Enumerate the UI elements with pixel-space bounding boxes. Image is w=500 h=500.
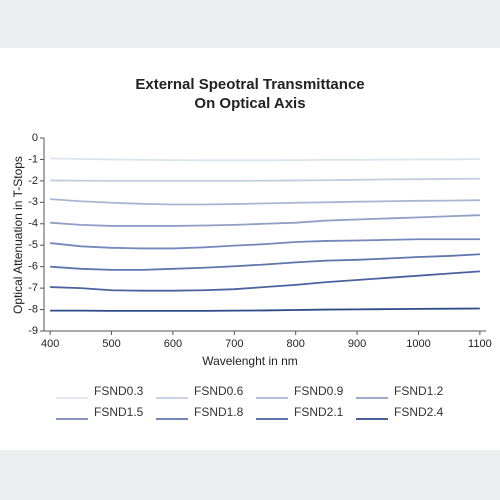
series-line [50, 270, 480, 292]
y-tick-label: 0 [32, 132, 38, 144]
series-line [50, 214, 480, 227]
x-tick-label: 900 [348, 338, 366, 350]
series-line [50, 198, 480, 206]
y-tick-label: -7 [28, 282, 38, 294]
chart-title: On Optical Axis [194, 95, 305, 112]
legend-text: FSND0.9 [294, 384, 344, 398]
legend-text: FSND1.5 [94, 405, 144, 419]
y-tick-label: -6 [28, 261, 38, 273]
y-tick-label: -4 [28, 218, 38, 230]
legend-text: FSND1.8 [194, 405, 244, 419]
legend-text: FSND2.4 [394, 405, 444, 419]
x-tick-label: 400 [41, 338, 59, 350]
top-band [0, 0, 500, 48]
series-line [50, 157, 480, 162]
series-line [50, 307, 480, 312]
chart-title: External Speotral Transmittance [135, 76, 364, 93]
y-tick-label: -3 [28, 196, 38, 208]
x-tick-label: 700 [225, 338, 243, 350]
bottom-band [0, 450, 500, 500]
series-line [50, 177, 480, 182]
legend-text: FSND0.3 [94, 384, 144, 398]
x-tick-label: 800 [287, 338, 305, 350]
y-tick-label: -1 [28, 153, 38, 165]
series-line [50, 238, 480, 250]
series-line [50, 253, 480, 271]
x-tick-label: 1000 [406, 338, 430, 350]
x-tick-label: 500 [102, 338, 120, 350]
legend-text: FSND2.1 [294, 405, 344, 419]
y-tick-label: -9 [28, 325, 38, 337]
x-axis-label: Wavelenght in nm [202, 354, 298, 368]
x-tick-label: 600 [164, 338, 182, 350]
y-tick-label: -2 [28, 175, 38, 187]
x-tick-label: 1100 [468, 338, 492, 350]
legend-text: FSND1.2 [394, 384, 444, 398]
y-tick-label: -5 [28, 239, 38, 251]
y-axis-label: Optical Attenuation in T-Stops [11, 156, 25, 314]
legend-text: FSND0.6 [194, 384, 244, 398]
y-tick-label: -8 [28, 303, 38, 315]
